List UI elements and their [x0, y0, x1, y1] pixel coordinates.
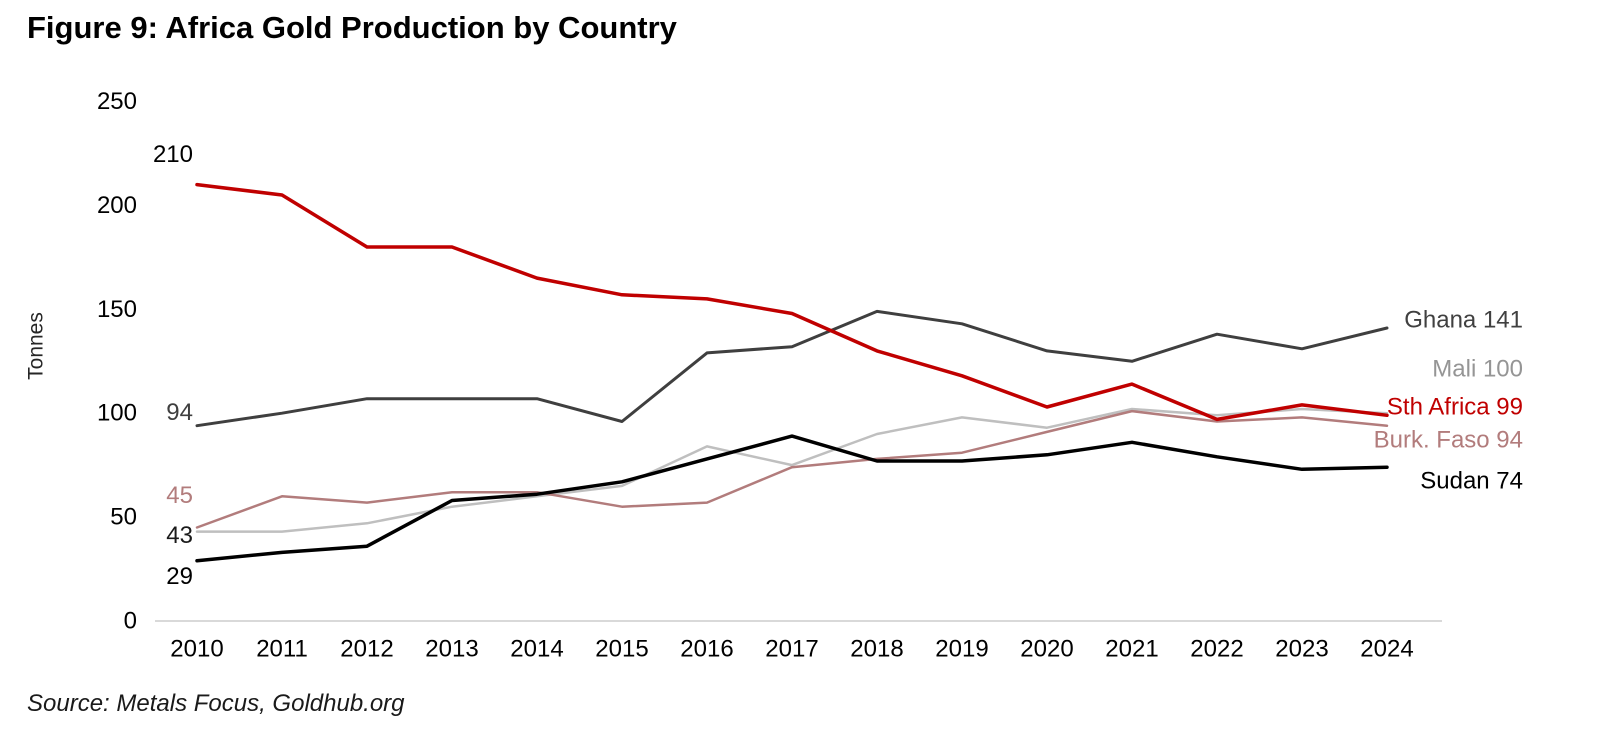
source-note: Source: Metals Focus, Goldhub.org: [27, 690, 405, 717]
chart-title: Figure 9: Africa Gold Production by Coun…: [27, 10, 677, 45]
y-tick-label: 250: [97, 88, 137, 115]
y-tick-label: 0: [124, 608, 137, 635]
series-start-label-mali: 43: [166, 522, 193, 549]
y-tick-label: 200: [97, 192, 137, 219]
x-tick-label: 2010: [170, 636, 223, 663]
x-tick-label: 2024: [1360, 636, 1413, 663]
series-line-sth-africa: [195, 182, 1389, 422]
x-tick-label: 2013: [425, 636, 478, 663]
series-start-label-ghana: 94: [166, 399, 193, 426]
y-tick-label: 100: [97, 400, 137, 427]
x-tick-label: 2012: [340, 636, 393, 663]
series-end-label-mali: Mali 100: [1432, 356, 1523, 383]
series-line-sudan: [195, 434, 1389, 563]
x-tick-label: 2014: [510, 636, 563, 663]
x-tick-label: 2023: [1275, 636, 1328, 663]
x-tick-label: 2011: [256, 636, 308, 663]
series-line-burk-faso: [195, 409, 1389, 529]
series-start-label-sudan: 29: [166, 563, 193, 590]
x-tick-label: 2022: [1190, 636, 1243, 663]
x-tick-label: 2018: [850, 636, 903, 663]
y-tick-label: 50: [110, 504, 137, 531]
series-end-label-burk-faso: Burk. Faso 94: [1374, 427, 1523, 454]
x-tick-label: 2020: [1020, 636, 1073, 663]
x-tick-label: 2019: [935, 636, 988, 663]
y-tick-label: 150: [97, 296, 137, 323]
x-tick-label: 2016: [680, 636, 733, 663]
x-tick-label: 2015: [595, 636, 648, 663]
series-line-mali: [195, 407, 1389, 533]
series-end-label-sudan: Sudan 74: [1420, 468, 1523, 495]
y-axis-title: Tonnes: [25, 312, 48, 380]
series-end-label-sth-africa: Sth Africa 99: [1387, 394, 1523, 421]
series-end-label-ghana: Ghana 141: [1404, 307, 1523, 334]
x-tick-label: 2021: [1105, 636, 1158, 663]
x-tick-label: 2017: [765, 636, 818, 663]
series-start-label-sth-africa: 210: [153, 141, 193, 168]
series-line-ghana: [195, 309, 1389, 428]
series-start-label-burk-faso: 45: [166, 482, 193, 509]
